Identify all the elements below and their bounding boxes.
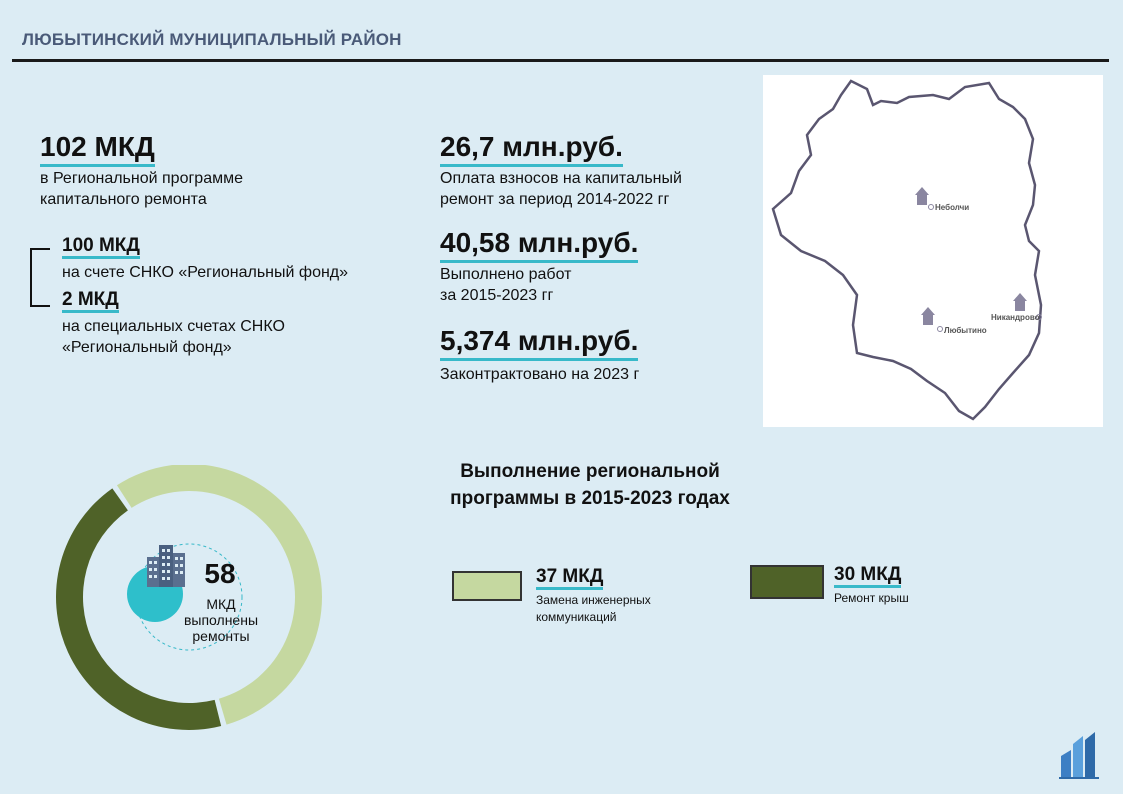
stat-regional-fund-desc: на счете СНКО «Региональный фонд» [62,264,349,281]
district-map: Неболчи Любытино Никандрово [763,75,1103,427]
stat-works-done-desc: Выполнено работ за 2015-2023 гг [440,266,572,304]
church-icon [915,187,934,210]
stat-regional-fund-value: 100 МКД [62,236,140,259]
donut-chart [56,465,322,730]
map-label-lyubytino: Любытино [944,326,987,335]
page-title: ЛЮБЫТИНСКИЙ МУНИЦИПАЛЬНЫЙ РАЙОН [22,30,402,49]
map-label-nikandrovo: Никандрово [991,313,1040,322]
stat-total-desc: в Региональной программе капитального ре… [40,170,243,208]
legend-swatch-roofs [750,565,824,599]
map-label-nebolchi: Неболчи [935,203,969,212]
donut-total-caption: МКД выполнены ремонты [183,596,259,644]
stat-total-value: 102 МКД [40,133,155,167]
church-icon [1013,293,1042,320]
donut-slice-roofs [56,488,222,730]
stat-special-accounts-desc: на специальных счетах СНКО «Региональный… [62,318,285,356]
legend-label-communications: Замена инженерных коммуникаций [536,593,651,624]
legend-label-roofs: Ремонт крыш [834,591,909,605]
stat-contracted-value: 5,374 млн.руб. [440,327,639,361]
stat-payments-value: 26,7 млн.руб. [440,133,623,167]
donut-slice-communications [116,465,322,725]
legend-value-communications: 37 МКД [536,567,604,590]
stat-contracted-desc: Законтрактовано на 2023 г [440,366,640,383]
stat-payments-desc: Оплата взносов на капитальный ремонт за … [440,170,682,208]
buildings-icon [147,545,185,587]
district-map-outline: Неболчи Любытино Никандрово [771,79,1043,421]
church-icon [921,307,943,332]
inner-dashed-ring [135,543,243,651]
header-divider [12,59,1109,62]
legend-swatch-communications [452,571,522,601]
logo-icon [1059,732,1099,779]
donut-total-value: 58 [204,558,236,589]
bracket-connector [30,248,50,307]
legend-value-roofs: 30 МКД [834,565,902,588]
stat-works-done-value: 40,58 млн.руб. [440,229,639,263]
chart-title: Выполнение региональной программы в 2015… [450,461,730,509]
stat-special-accounts-value: 2 МКД [62,290,119,313]
